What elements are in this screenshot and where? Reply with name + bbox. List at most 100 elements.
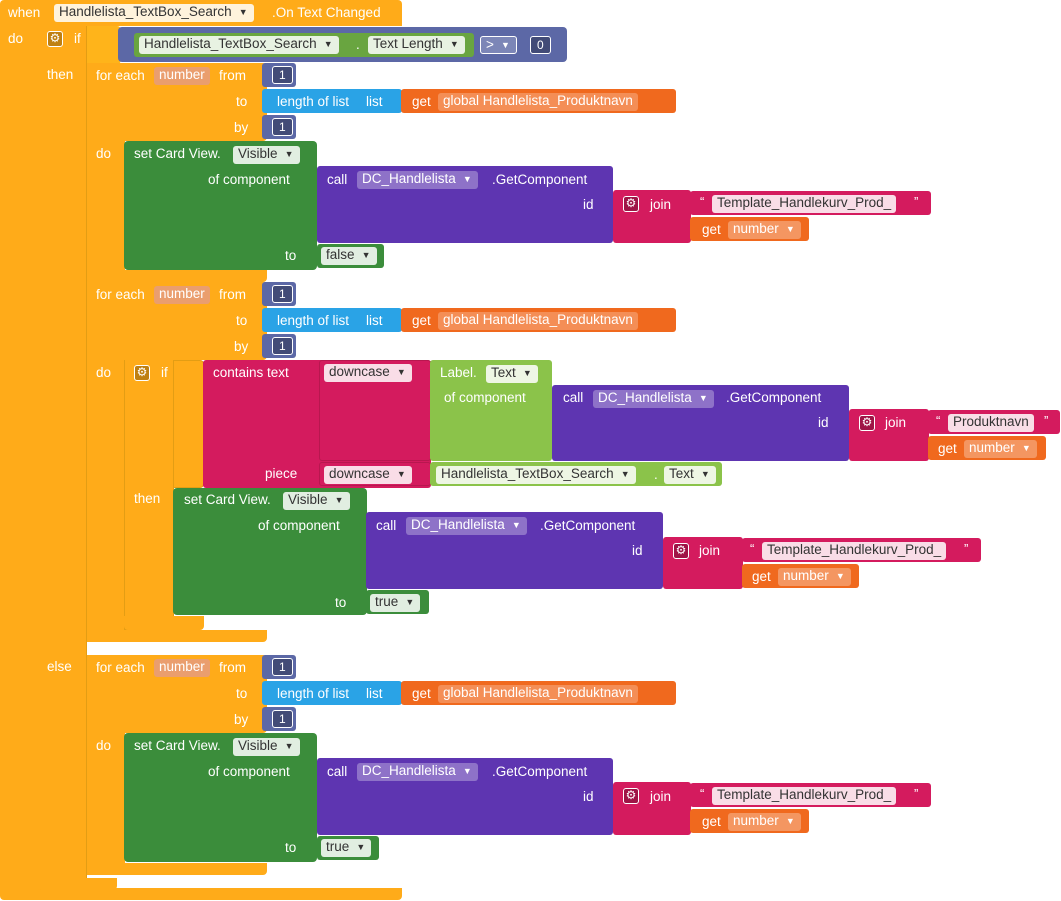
get-label: get — [412, 94, 431, 109]
quote-open: “ — [700, 194, 705, 209]
loop-var[interactable]: number — [154, 67, 210, 85]
search-text-dropdown[interactable]: Text ▼ — [664, 466, 716, 484]
gear-icon[interactable]: ⚙ — [623, 196, 639, 212]
true-dropdown[interactable]: true ▼ — [370, 594, 421, 612]
visible-dropdown[interactable]: Visible ▼ — [283, 492, 350, 510]
get-number-block[interactable] — [928, 436, 1046, 460]
quote-close: ” — [914, 786, 919, 801]
list-label: list — [366, 313, 383, 328]
length-of-list-block[interactable] — [262, 89, 402, 113]
downcase-dropdown[interactable]: downcase ▼ — [324, 364, 412, 382]
visible-dropdown[interactable]: Visible ▼ — [233, 738, 300, 756]
for-each-2-spine — [87, 282, 125, 642]
by-label: by — [234, 120, 249, 135]
getcomponent-label: .GetComponent — [492, 764, 588, 779]
of-component-label: of component — [208, 172, 290, 187]
call-getcomponent-block[interactable] — [317, 166, 613, 243]
global-var[interactable]: global Handlelista_Produktnavn — [438, 685, 638, 703]
compare-value[interactable]: 0 — [530, 36, 551, 54]
get-number-block[interactable] — [742, 564, 859, 588]
operator-dropdown[interactable]: > ▼ — [480, 36, 517, 54]
contains-text-label: contains text — [213, 365, 289, 380]
if-else-bottom — [37, 878, 117, 890]
dc-component-dropdown[interactable]: DC_Handlelista ▼ — [593, 390, 714, 408]
join-block[interactable] — [663, 537, 743, 589]
gear-icon[interactable]: ⚙ — [859, 415, 875, 431]
template-text[interactable]: Template_Handlekurv_Prod_ — [762, 542, 947, 560]
false-dropdown[interactable]: false ▼ — [321, 247, 377, 265]
number-dropdown[interactable]: number ▼ — [728, 221, 801, 239]
of-component-label: of component — [444, 390, 526, 405]
call-getcomponent-block[interactable] — [317, 758, 613, 835]
join-block[interactable] — [613, 190, 691, 243]
gear-icon[interactable]: ⚙ — [47, 31, 63, 47]
dc-component-dropdown[interactable]: DC_Handlelista ▼ — [357, 763, 478, 781]
number-dropdown[interactable]: number ▼ — [964, 440, 1037, 458]
then-label: then — [47, 67, 74, 82]
number-dropdown[interactable]: number ▼ — [778, 568, 851, 586]
loop-var[interactable]: number — [154, 286, 210, 304]
list-label: list — [366, 686, 383, 701]
piece-label: piece — [265, 466, 298, 481]
join-block[interactable] — [849, 409, 929, 461]
join-label: join — [885, 415, 907, 430]
id-label: id — [632, 543, 643, 558]
search-component-dropdown[interactable]: Handlelista_TextBox_Search ▼ — [436, 466, 636, 484]
cond-component-dropdown[interactable]: Handlelista_TextBox_Search ▼ — [139, 36, 339, 54]
get-label: get — [938, 441, 957, 456]
for-each-2-bottom — [87, 630, 267, 642]
event-when-label: when — [8, 5, 41, 20]
global-var[interactable]: global Handlelista_Produktnavn — [438, 312, 638, 330]
from-value[interactable]: 1 — [272, 658, 293, 676]
downcase-dropdown[interactable]: downcase ▼ — [324, 466, 412, 484]
dc-component-dropdown[interactable]: DC_Handlelista ▼ — [357, 171, 478, 189]
to-label: to — [236, 94, 248, 109]
getcomponent-label: .GetComponent — [540, 518, 636, 533]
number-dropdown[interactable]: number ▼ — [728, 813, 801, 831]
by-value[interactable]: 1 — [272, 118, 293, 136]
get-global-block[interactable] — [401, 308, 676, 332]
quote-close: ” — [914, 194, 919, 209]
by-value[interactable]: 1 — [272, 710, 293, 728]
gear-icon[interactable]: ⚙ — [623, 788, 639, 804]
get-label: get — [702, 814, 721, 829]
true-dropdown[interactable]: true ▼ — [321, 839, 372, 857]
else-label: else — [47, 659, 72, 674]
get-number-block[interactable] — [690, 217, 809, 241]
gear-icon[interactable]: ⚙ — [673, 543, 689, 559]
global-var[interactable]: global Handlelista_Produktnavn — [438, 93, 638, 111]
gear-icon[interactable]: ⚙ — [134, 365, 150, 381]
id-label: id — [583, 197, 594, 212]
from-value[interactable]: 1 — [272, 66, 293, 84]
visible-dropdown[interactable]: Visible ▼ — [233, 146, 300, 164]
for-each-label: for each — [96, 660, 145, 675]
if-label: if — [74, 31, 81, 46]
call-getcomponent-block[interactable] — [366, 512, 663, 589]
length-of-list-block[interactable] — [262, 681, 402, 705]
get-label: get — [412, 686, 431, 701]
dc-component-dropdown[interactable]: DC_Handlelista ▼ — [406, 517, 527, 535]
template-text[interactable]: Template_Handlekurv_Prod_ — [712, 787, 897, 805]
template-text[interactable]: Template_Handlekurv_Prod_ — [712, 195, 897, 213]
quote-open: “ — [936, 413, 941, 428]
get-global-block[interactable] — [401, 681, 676, 705]
label-label: Label. — [440, 365, 477, 380]
by-value[interactable]: 1 — [272, 337, 293, 355]
loop-var[interactable]: number — [154, 659, 210, 677]
produktnavn-text[interactable]: Produktnavn — [948, 414, 1034, 432]
of-component-label: of component — [258, 518, 340, 533]
getcomponent-label: .GetComponent — [726, 390, 822, 405]
for-each-1-spine — [87, 63, 125, 282]
text-length-dropdown[interactable]: Text Length ▼ — [368, 36, 465, 54]
event-component-dropdown[interactable]: Handlelista_TextBox_Search ▼ — [54, 4, 254, 22]
from-value[interactable]: 1 — [272, 285, 293, 303]
from-label: from — [219, 287, 246, 302]
call-getcomponent-block[interactable] — [552, 385, 849, 461]
text-prop-dropdown[interactable]: Text ▼ — [486, 365, 538, 383]
length-of-list-block[interactable] — [262, 308, 402, 332]
join-block[interactable] — [613, 782, 691, 835]
get-number-block[interactable] — [690, 809, 809, 833]
if-else-spine — [37, 26, 87, 888]
get-global-block[interactable] — [401, 89, 676, 113]
if-label: if — [161, 365, 168, 380]
